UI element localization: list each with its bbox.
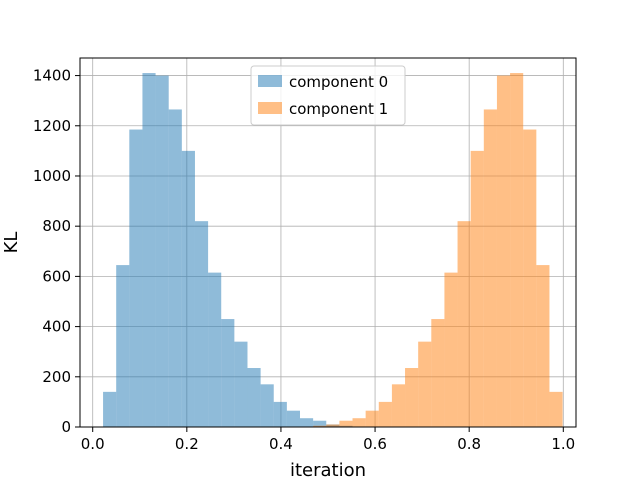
x-tick-label: 1.0 [551,435,575,453]
bar-component-1 [378,401,392,427]
bar-component-1 [405,368,419,427]
bar-component-0 [155,75,169,428]
legend-swatch-component-1 [258,102,282,114]
x-tick-label: 0.2 [175,435,199,453]
bar-component-0 [273,401,287,427]
y-axis-label: KL [1,232,22,254]
x-tick-label: 0.4 [269,435,293,453]
bar-component-0 [260,384,274,427]
y-tick-label: 400 [42,318,71,336]
bar-component-1 [536,265,550,427]
bar-component-1 [549,391,563,427]
y-tick-label: 1400 [33,67,71,85]
ticks: 0.0 0.2 0.4 0.6 0.8 1.0 0 200 400 600 800 1000 1200 1… [33,67,575,453]
bar-component-0 [116,265,130,427]
y-tick-label: 0 [61,418,71,436]
bar-component-1 [365,410,379,427]
bar-component-0 [247,368,261,427]
y-tick-label: 600 [42,267,71,285]
legend-box [250,65,406,126]
bar-component-1 [326,424,340,427]
bar-component-1 [431,319,445,427]
legend-label-component-0: component 0 [289,73,388,91]
x-axis-label: iteration [290,460,366,480]
bar-component-1 [510,73,524,428]
bar-component-0 [208,272,222,427]
bar-component-1 [496,75,511,428]
bar-component-1 [457,221,471,427]
bar-component-0 [234,341,248,427]
legend-label-component-1: component 1 [289,100,388,118]
bar-component-0 [142,73,156,428]
x-tick-label: 0.0 [81,435,105,453]
bar-component-1 [352,418,366,427]
bar-component-1 [444,272,458,427]
x-tick-label: 0.8 [457,435,481,453]
bar-component-0 [129,129,143,427]
y-tick-label: 200 [42,368,71,386]
bar-component-0 [103,391,117,427]
bar-component-1 [418,341,432,427]
bar-component-0 [300,418,314,427]
bar-component-1 [483,109,497,428]
bar-component-1 [470,150,484,427]
legend: component 0 component 1 [250,65,406,126]
bar-component-0 [221,319,235,427]
y-tick-label: 1000 [33,167,71,185]
plot-frame [79,57,577,428]
bar-component-1 [391,384,406,427]
bar-component-0 [313,420,327,427]
bar-component-1 [313,425,327,427]
bar-component-0 [168,109,182,428]
bar-component-1 [339,420,353,427]
bar-component-0 [194,221,209,427]
bar-component-0 [286,410,300,427]
legend-swatch-component-0 [258,75,282,87]
bars [103,73,563,428]
x-tick-label: 0.6 [363,435,387,453]
y-tick-label: 800 [42,217,71,235]
y-tick-label: 1200 [33,117,71,135]
bar-component-1 [523,129,537,427]
bar-component-0 [181,150,195,427]
